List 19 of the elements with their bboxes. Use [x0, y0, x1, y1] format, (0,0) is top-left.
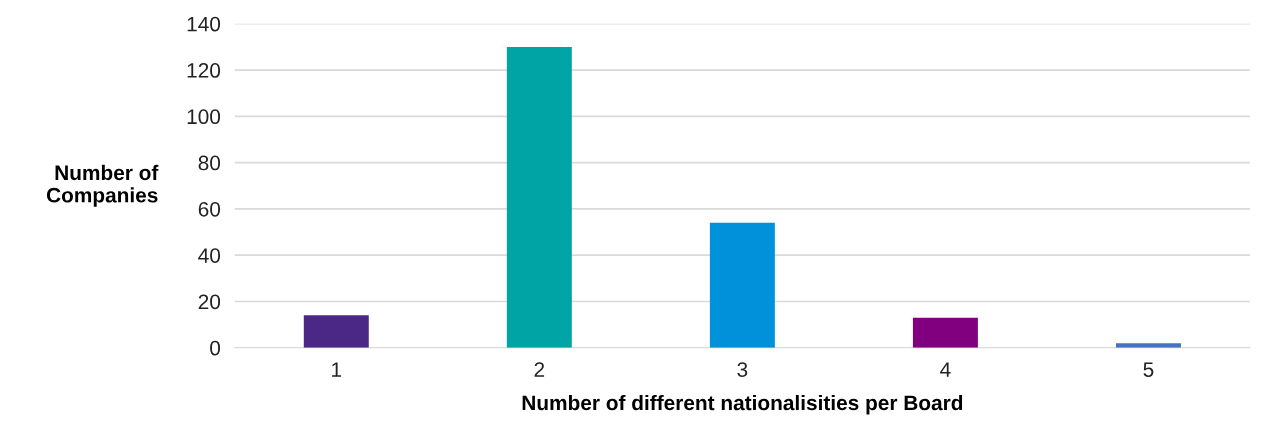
- y-tick-label: 60: [198, 201, 221, 217]
- x-tick-label: 5: [1143, 362, 1154, 377]
- bar: [709, 222, 775, 348]
- y-tick-label: 40: [198, 248, 221, 263]
- x-axis-title: Number of different nationalisities per Board: [522, 394, 963, 415]
- y-axis-title: Number of Companies: [46, 164, 159, 207]
- bar: [303, 315, 369, 348]
- y-tick-label: 140: [187, 16, 221, 32]
- x-tick-label: 3: [737, 362, 748, 377]
- bar: [912, 317, 978, 348]
- y-tick-label: 80: [198, 155, 221, 171]
- y-tick-label: 100: [187, 109, 221, 125]
- x-tick-label: 4: [940, 362, 951, 377]
- y-tick-label: 120: [187, 63, 221, 78]
- y-tick-label: 20: [198, 294, 221, 310]
- x-tick-label: 2: [534, 362, 545, 377]
- x-tick-label: 1: [332, 362, 342, 377]
- bar: [506, 46, 572, 348]
- y-tick-label: 0: [210, 340, 221, 356]
